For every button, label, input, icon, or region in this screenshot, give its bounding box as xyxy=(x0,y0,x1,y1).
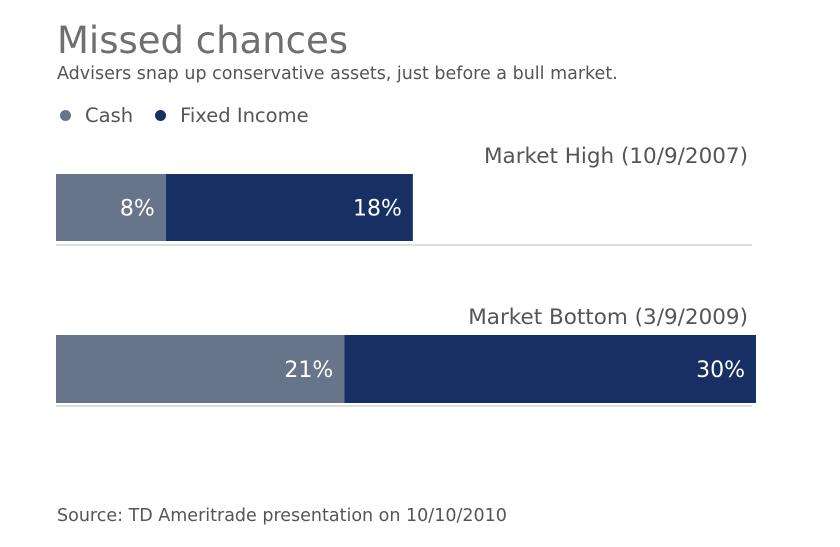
chart-subtitle: Advisers snap up conservative assets, ju… xyxy=(57,64,618,84)
data-label-fixed-income-market-bottom: 30% xyxy=(696,358,745,383)
bar-cash-market-high xyxy=(56,174,166,241)
data-label-cash-market-high: 8% xyxy=(120,197,155,222)
legend: Cash Fixed Income xyxy=(60,104,331,127)
category-label-market-high: Market High (10/9/2007) xyxy=(484,144,748,169)
legend-label-fixed-income: Fixed Income xyxy=(180,104,309,127)
legend-label-cash: Cash xyxy=(85,104,134,127)
bar-cash-market-bottom xyxy=(56,335,345,403)
bar-fixed-income-market-bottom xyxy=(344,335,756,403)
chart-title: Missed chances xyxy=(57,19,349,62)
legend-swatch-fixed-income xyxy=(155,110,167,121)
legend-swatch-cash xyxy=(60,110,71,121)
bar-fixed-income-market-high xyxy=(165,174,413,241)
category-label-market-bottom: Market Bottom (3/9/2009) xyxy=(468,305,748,330)
legend-item-cash: Cash xyxy=(60,104,133,127)
data-label-cash-market-bottom: 21% xyxy=(284,358,333,383)
source-note: Source: TD Ameritrade presentation on 10… xyxy=(57,506,507,526)
data-label-fixed-income-market-high: 18% xyxy=(353,197,402,222)
legend-item-fixed-income: Fixed Income xyxy=(155,104,309,127)
